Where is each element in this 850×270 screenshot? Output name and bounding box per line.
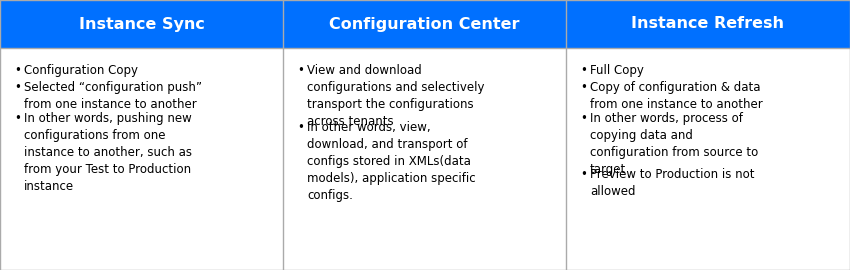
Text: •: • [14,81,21,94]
Text: •: • [14,112,21,124]
Text: •: • [297,64,303,77]
Text: Copy of configuration & data
from one instance to another: Copy of configuration & data from one in… [590,81,762,111]
Text: Instance Refresh: Instance Refresh [632,16,785,32]
Text: In other words, pushing new
configurations from one
instance to another, such as: In other words, pushing new configuratio… [24,112,192,193]
Text: •: • [297,121,303,134]
Text: View and download
configurations and selectively
transport the configurations
ac: View and download configurations and sel… [307,64,484,128]
Text: Full Copy: Full Copy [590,64,643,77]
Text: Configuration Center: Configuration Center [329,16,519,32]
Bar [566,0,850,48]
Text: In other words, process of
copying data and
configuration from source to
target: In other words, process of copying data … [590,112,758,176]
Text: •: • [580,81,586,94]
Bar [283,0,566,48]
Bar [283,48,566,270]
Bar [0,0,283,48]
Text: •: • [580,64,586,77]
Text: In other words, view,
download, and transport of
configs stored in XMLs(data
mod: In other words, view, download, and tran… [307,121,476,202]
Text: Instance Sync: Instance Sync [78,16,205,32]
Text: Preview to Production is not
allowed: Preview to Production is not allowed [590,168,755,198]
Text: Configuration Copy: Configuration Copy [24,64,138,77]
Text: Selected “configuration push”
from one instance to another: Selected “configuration push” from one i… [24,81,202,111]
Text: •: • [14,64,21,77]
Bar [0,48,283,270]
Text: •: • [580,112,586,124]
Bar [566,48,850,270]
Text: •: • [580,168,586,181]
